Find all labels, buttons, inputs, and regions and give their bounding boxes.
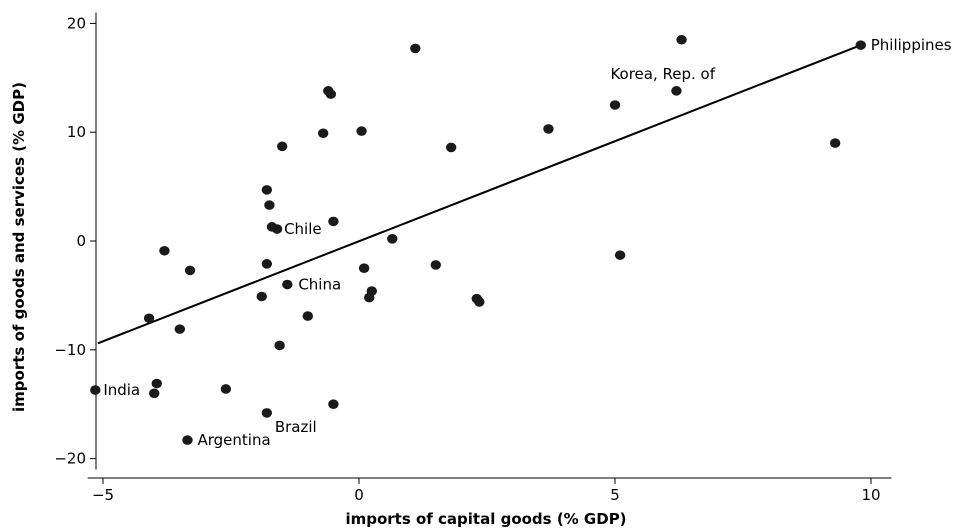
data-point [149,388,160,399]
y-tick-label: −10 [54,341,86,359]
data-point [261,185,273,195]
data-point [151,378,162,389]
data-point [277,141,288,152]
data-point [256,291,267,302]
y-tick-label: 20 [67,14,86,32]
data-point [274,340,285,351]
data-point [282,279,293,290]
data-point [543,124,554,134]
data-point [317,128,329,139]
data-point [302,311,313,321]
data-point [328,216,339,227]
data-point [430,260,441,270]
axes: −20 −10 0 10 20 −5 0 5 10 [54,12,892,504]
data-point [609,100,621,110]
data-point [271,224,283,234]
data-point [90,385,101,395]
point-label: Korea, Rep. of [610,65,715,83]
point-label: Philippines [871,36,952,54]
data-point [474,297,485,307]
data-point [358,263,370,274]
point-label: Chile [284,220,322,238]
x-tick-label: 0 [354,486,364,504]
fit-line [97,44,862,345]
data-point [159,245,170,256]
data-point [174,324,185,334]
point-label: Argentina [197,431,270,449]
data-point [220,384,232,394]
point-label: China [298,276,341,294]
points-group [90,34,866,445]
x-axis-title: imports of capital goods (% GDP) [345,510,626,528]
x-tick-label: 5 [610,486,620,504]
data-point [676,34,687,45]
data-point [855,40,866,50]
data-point [829,138,841,148]
x-tick-label: −5 [92,486,114,504]
y-axis-title: imports of goods and services (% GDP) [10,82,28,412]
data-point [445,142,457,153]
y-tick-label: −20 [54,450,86,468]
data-point [184,265,196,276]
data-point [261,259,273,269]
data-point [143,313,155,324]
point-label: Brazil [275,418,317,436]
y-tick-label: 0 [76,232,86,250]
data-point [261,408,273,418]
data-point [410,43,421,54]
fit-line-group [97,44,862,345]
point-labels-group: Philippines Korea, Rep. of Chile China India… [103,36,951,449]
x-tick-label: 10 [861,486,880,504]
data-point [325,89,337,99]
data-point [614,250,626,260]
data-point [264,200,275,210]
data-point [364,292,375,303]
data-point [328,399,339,410]
data-point [182,435,193,445]
y-tick-label: 10 [67,123,86,141]
data-point [356,126,367,136]
data-point [387,234,398,244]
point-label: India [103,381,140,399]
data-point [671,86,682,96]
